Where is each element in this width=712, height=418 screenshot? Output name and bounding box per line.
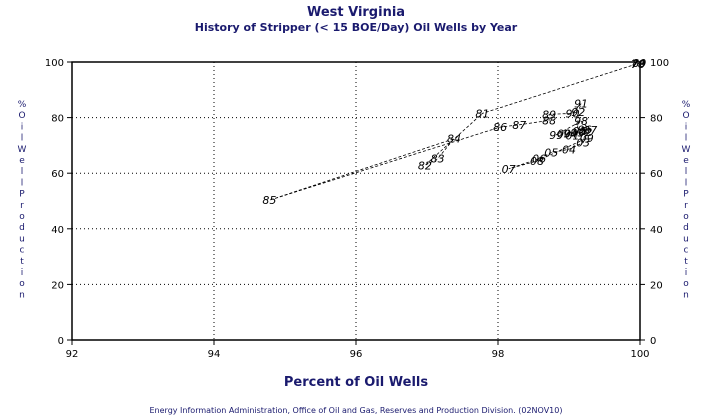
x-tick-label: 98 (492, 349, 505, 360)
y-tick-label-right: 80 (650, 114, 663, 125)
data-point-82: 82 (418, 159, 432, 172)
data-point-00: 00 (557, 127, 571, 140)
y-tick-label-left: 60 (51, 169, 64, 180)
data-point-02: 02 (578, 126, 592, 139)
y-axis-label-char: i (21, 122, 24, 132)
y-axis-label-char: u (683, 234, 689, 244)
data-point-07: 07 (502, 163, 516, 176)
y-axis-label-char: n (19, 290, 25, 300)
y-axis-label-char: O (682, 111, 689, 121)
y-axis-label-char: o (683, 279, 689, 289)
y-axis-label-char: o (19, 212, 25, 222)
y-axis-label-char: n (683, 290, 689, 300)
y-axis-label-char: W (18, 145, 27, 155)
x-tick-label: 94 (208, 349, 221, 360)
x-tick-label: 96 (350, 349, 363, 360)
data-point-83: 83 (431, 153, 445, 166)
y-axis-label-char: o (19, 279, 25, 289)
y-axis-label-char: l (21, 178, 24, 188)
y-tick-label-left: 0 (58, 336, 64, 347)
y-axis-label-char: e (683, 156, 689, 166)
y-axis-label-char: O (18, 111, 25, 121)
series-line (269, 62, 640, 201)
data-point-80: 80 (632, 57, 646, 70)
data-point-96: 96 (578, 123, 592, 136)
y-axis-label-char: l (685, 134, 688, 144)
data-point-88: 88 (542, 114, 556, 127)
data-point-79: 79 (632, 58, 646, 71)
y-axis-label-char: l (685, 178, 688, 188)
grid (72, 62, 640, 340)
y-axis-label-char: c (20, 246, 25, 256)
y-axis-label-char: P (19, 190, 25, 200)
y-axis-label-char: i (685, 122, 688, 132)
y-tick-label-right: 0 (650, 336, 656, 347)
y-tick-label-right: 20 (650, 280, 663, 291)
data-point-09: 09 (580, 132, 594, 145)
data-point-08: 08 (530, 155, 544, 168)
data-point-92: 92 (571, 106, 585, 119)
data-point-94: 94 (563, 128, 577, 141)
y-axis-label-char: t (684, 257, 688, 267)
data-point-95: 95 (573, 125, 587, 138)
y-axis-label-char: i (21, 268, 24, 278)
y-axis-label-char: r (684, 201, 688, 211)
y-axis-label-char: d (683, 223, 689, 233)
y-axis-label-char: l (21, 134, 24, 144)
x-tick-label: 92 (66, 349, 79, 360)
data-point-91: 91 (574, 98, 588, 111)
chart-subtitle: History of Stripper (< 15 BOE/Day) Oil W… (195, 21, 518, 34)
y-axis-label-char: u (19, 234, 25, 244)
y-tick-label-left: 100 (45, 58, 64, 69)
y-axis-label-char: r (20, 201, 24, 211)
y-tick-label-right: 100 (650, 58, 669, 69)
y-axis-label-char: W (682, 145, 691, 155)
data-point-97: 97 (583, 124, 597, 137)
y-tick-label-right: 60 (650, 169, 663, 180)
y-axis-label-char: e (19, 156, 25, 166)
data-point-05: 05 (544, 147, 558, 160)
source-note: Energy Information Administration, Offic… (150, 406, 563, 415)
x-tick-label: 100 (630, 349, 649, 360)
y-axis-label-char: i (685, 268, 688, 278)
data-point-03: 03 (576, 137, 590, 150)
y-axis-label-char: l (685, 167, 688, 177)
data-point-04: 04 (562, 143, 576, 156)
data-point-01: 01 (566, 130, 580, 143)
data-point-98: 98 (574, 115, 588, 128)
x-axis-label: Percent of Oil Wells (284, 375, 428, 390)
data-point-90: 90 (566, 107, 580, 120)
data-point-89: 89 (542, 108, 556, 121)
y-tick-label-left: 40 (51, 225, 64, 236)
data-point-81: 81 (475, 107, 489, 120)
data-point-86: 86 (493, 121, 507, 134)
data-point-78: 78 (631, 58, 645, 71)
data-point-93: 93 (571, 127, 585, 140)
series-path (269, 62, 640, 201)
y-axis-label-char: P (683, 190, 689, 200)
y-axis-label-char: t (20, 257, 24, 267)
y-axis-label-char: % (18, 100, 27, 110)
chart-title: West Virginia (307, 5, 405, 20)
y-axis-label-char: o (683, 212, 689, 222)
y-axis-label-char: % (682, 100, 691, 110)
y-axis-label-char: d (19, 223, 25, 233)
data-point-99: 99 (549, 129, 563, 142)
y-axis-label-char: l (21, 167, 24, 177)
data-point-85: 85 (262, 194, 276, 207)
y-tick-label-left: 80 (51, 114, 64, 125)
y-axis-label-char: c (684, 246, 689, 256)
data-point-84: 84 (447, 133, 461, 146)
data-point-87: 87 (512, 119, 526, 132)
y-tick-label-left: 20 (51, 280, 64, 291)
data-point-06: 06 (532, 153, 546, 166)
y-tick-label-right: 40 (650, 225, 663, 236)
